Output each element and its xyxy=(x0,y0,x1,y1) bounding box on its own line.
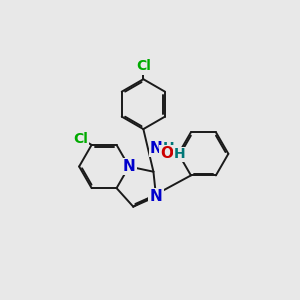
Text: H: H xyxy=(173,147,185,161)
Text: N: N xyxy=(150,141,163,156)
Text: H: H xyxy=(163,141,175,154)
Text: O: O xyxy=(160,146,173,161)
Text: Cl: Cl xyxy=(136,59,151,74)
Text: N: N xyxy=(150,189,162,204)
Text: N: N xyxy=(123,159,135,174)
Text: Cl: Cl xyxy=(73,132,88,145)
